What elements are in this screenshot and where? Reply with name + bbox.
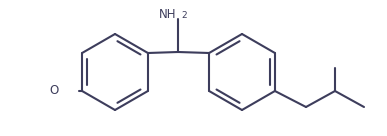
Text: O: O [50, 84, 58, 98]
Text: 2: 2 [181, 12, 187, 21]
Text: NH: NH [159, 7, 176, 21]
